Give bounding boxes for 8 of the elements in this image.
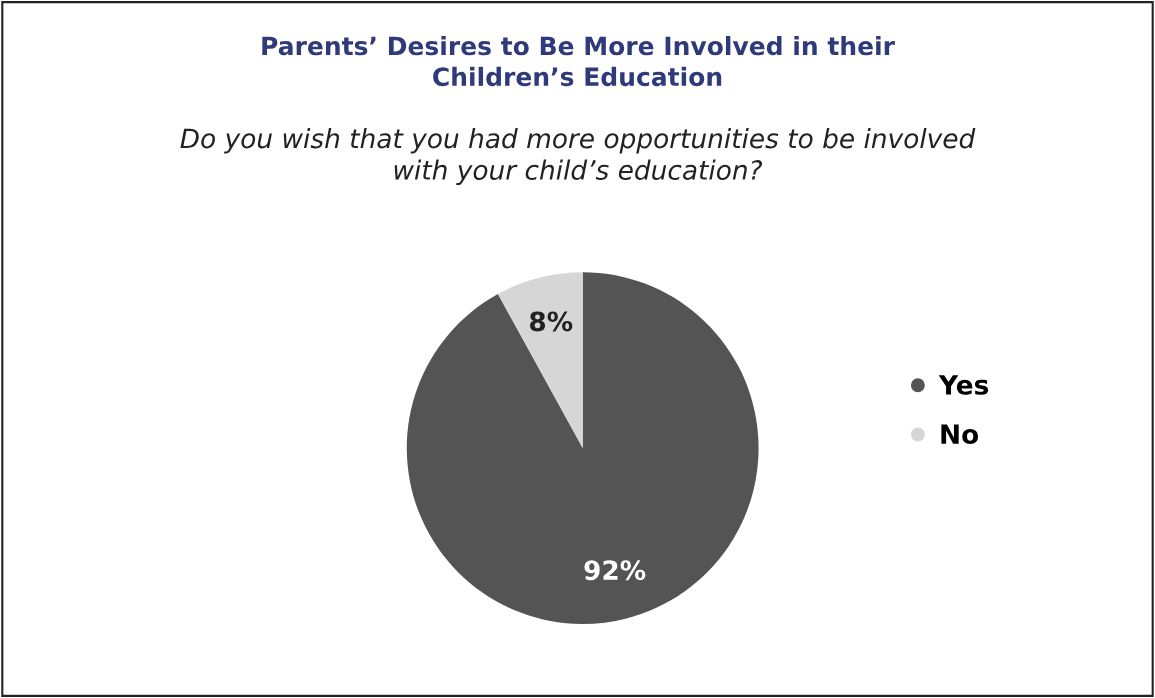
data-label: 92% — [584, 560, 646, 581]
chart-title: Parents’ Desires to Be More Involved in their Children’s Education — [262, 36, 895, 87]
data-label: 8% — [529, 311, 573, 332]
pie-slice — [497, 272, 583, 449]
legend-label: No — [941, 424, 979, 445]
chart-subtitle: Do you wish that you had more opportunities to be involved with your child’s education? — [180, 128, 976, 186]
legend-label: Yes — [938, 375, 989, 395]
pie-slice — [406, 272, 759, 624]
